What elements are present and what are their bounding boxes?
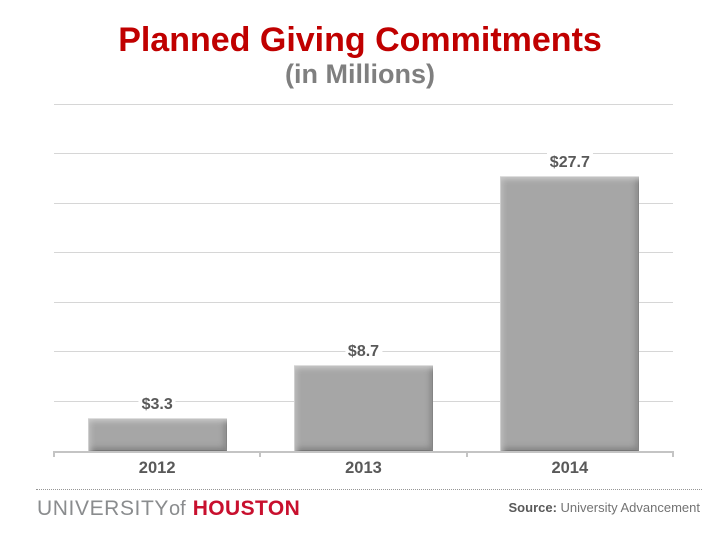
- uh-logo: UNIVERSITY of HOUSTON: [37, 497, 300, 521]
- x-axis-tick: [672, 451, 674, 457]
- gridline: [54, 153, 673, 155]
- bar-2013: [294, 364, 433, 451]
- chart-subtitle: (in Millions): [285, 59, 435, 89]
- logo-university-text: UNIVERSITY: [37, 497, 170, 520]
- x-axis-label: 2013: [345, 459, 382, 477]
- x-axis-label: 2014: [551, 459, 589, 477]
- gridline: [54, 252, 673, 254]
- x-axis-line: [54, 451, 673, 453]
- gridline: [54, 103, 673, 105]
- source-label: Source:: [508, 500, 557, 515]
- bar-2014: [500, 176, 640, 451]
- footer-divider: [36, 489, 702, 490]
- source-note: Source: University Advancement: [509, 500, 700, 515]
- bar-value-label: $8.7: [344, 341, 383, 362]
- logo-of-text: of: [169, 498, 186, 520]
- bar-value-label: $3.3: [138, 395, 176, 416]
- x-axis-label: 2012: [138, 459, 176, 477]
- bar-value-label: $27.7: [546, 153, 593, 174]
- chart-title: Planned Giving Commitments: [118, 21, 602, 59]
- x-axis-tick: [465, 451, 468, 457]
- x-axis-tick: [53, 451, 55, 457]
- logo-houston-text: HOUSTON: [192, 497, 301, 520]
- x-axis-tick: [259, 451, 262, 457]
- source-value: University Advancement: [560, 500, 700, 515]
- bar-2012: [87, 418, 227, 451]
- gridline: [54, 202, 673, 204]
- gridline: [54, 301, 673, 303]
